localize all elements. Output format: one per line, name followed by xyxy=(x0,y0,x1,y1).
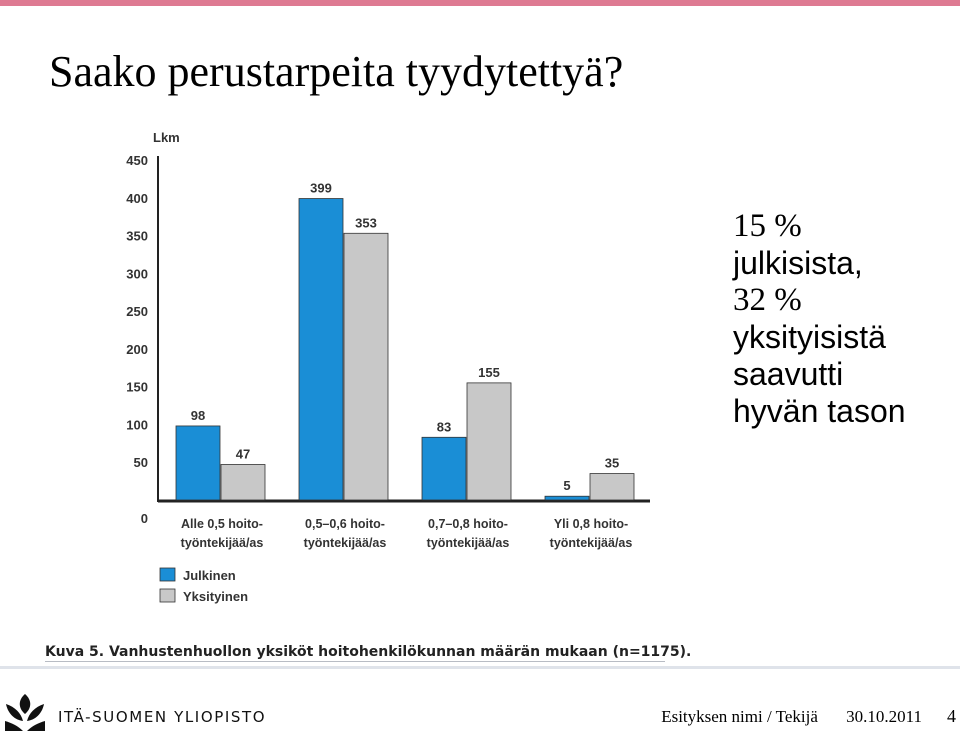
x-tick-label: työntekijää/as xyxy=(181,536,264,550)
bar-value-label: 5 xyxy=(563,478,570,493)
figure-caption: Kuva 5. Vanhustenhuollon yksiköt hoitohe… xyxy=(45,644,692,660)
footer-divider xyxy=(0,666,960,669)
x-tick-label: työntekijää/as xyxy=(427,536,510,550)
y-tick-label: 150 xyxy=(126,380,148,395)
callout-line: 15 % xyxy=(733,208,802,244)
university-logo-icon xyxy=(5,694,45,731)
bar xyxy=(589,473,635,501)
bar-chart: Lkm 0 50 100 150 200 250 300 350 400 450 98 47 Alle 0… xyxy=(126,130,650,604)
footer-author: Esityksen nimi / Tekijä xyxy=(661,707,818,726)
footer: Esityksen nimi / Tekijä 30.10.2011 xyxy=(661,707,922,727)
y-tick-label: 400 xyxy=(126,191,148,206)
bar-value-label: 47 xyxy=(236,446,250,461)
callout-line: saavutti xyxy=(733,356,844,392)
x-tick-label: 0,5–0,6 hoito- xyxy=(305,517,385,531)
bar xyxy=(343,232,389,501)
callout-line: 32 % xyxy=(733,282,802,318)
y-tick-label: 450 xyxy=(126,153,148,168)
bar xyxy=(421,436,467,501)
bar-value-label: 399 xyxy=(310,181,332,196)
y-tick-label: 250 xyxy=(126,304,148,319)
accent-stripe xyxy=(0,0,960,6)
x-tick-label: 0,7–0,8 hoito- xyxy=(428,517,508,531)
legend-swatch xyxy=(159,567,176,582)
callout-line: julkisista, xyxy=(733,245,863,281)
bar xyxy=(544,495,590,501)
footer-date: 30.10.2011 xyxy=(846,707,922,726)
legend-swatch xyxy=(159,588,176,603)
y-tick-label: 300 xyxy=(126,266,148,281)
x-tick-label: Yli 0,8 hoito- xyxy=(554,517,628,531)
university-name: ITÄ-SUOMEN YLIOPISTO xyxy=(58,708,267,726)
slide-title: Saako perustarpeita tyydytettyä? xyxy=(49,47,624,96)
x-tick-label: Alle 0,5 hoito- xyxy=(181,517,263,531)
legend-label: Julkinen xyxy=(183,568,236,583)
y-tick-label: 50 xyxy=(134,455,148,470)
y-tick-label: 350 xyxy=(126,229,148,244)
page-number: 4 xyxy=(947,706,956,726)
legend-label: Yksityinen xyxy=(183,589,248,604)
bar xyxy=(298,198,344,501)
bar-value-label: 35 xyxy=(605,456,619,471)
bar xyxy=(466,382,512,501)
bar xyxy=(175,425,221,501)
bar-value-label: 98 xyxy=(191,408,205,423)
callout-line: yksityisistä xyxy=(733,319,886,355)
y-tick-label: 200 xyxy=(126,342,148,357)
bar xyxy=(220,464,266,501)
bar-value-label: 353 xyxy=(355,215,377,230)
bar-value-label: 83 xyxy=(437,419,451,434)
y-tick-label: 100 xyxy=(126,417,148,432)
callout-text: 15 % julkisista, 32 % yksityisistä saavu… xyxy=(733,208,953,430)
caption-underline xyxy=(45,661,665,662)
x-tick-label: työntekijää/as xyxy=(550,536,633,550)
bar-value-label: 155 xyxy=(478,365,500,380)
callout-line: hyvän tason xyxy=(733,393,906,429)
y-axis-label: Lkm xyxy=(153,130,180,145)
y-tick-label: 0 xyxy=(141,511,148,526)
x-tick-label: työntekijää/as xyxy=(304,536,387,550)
